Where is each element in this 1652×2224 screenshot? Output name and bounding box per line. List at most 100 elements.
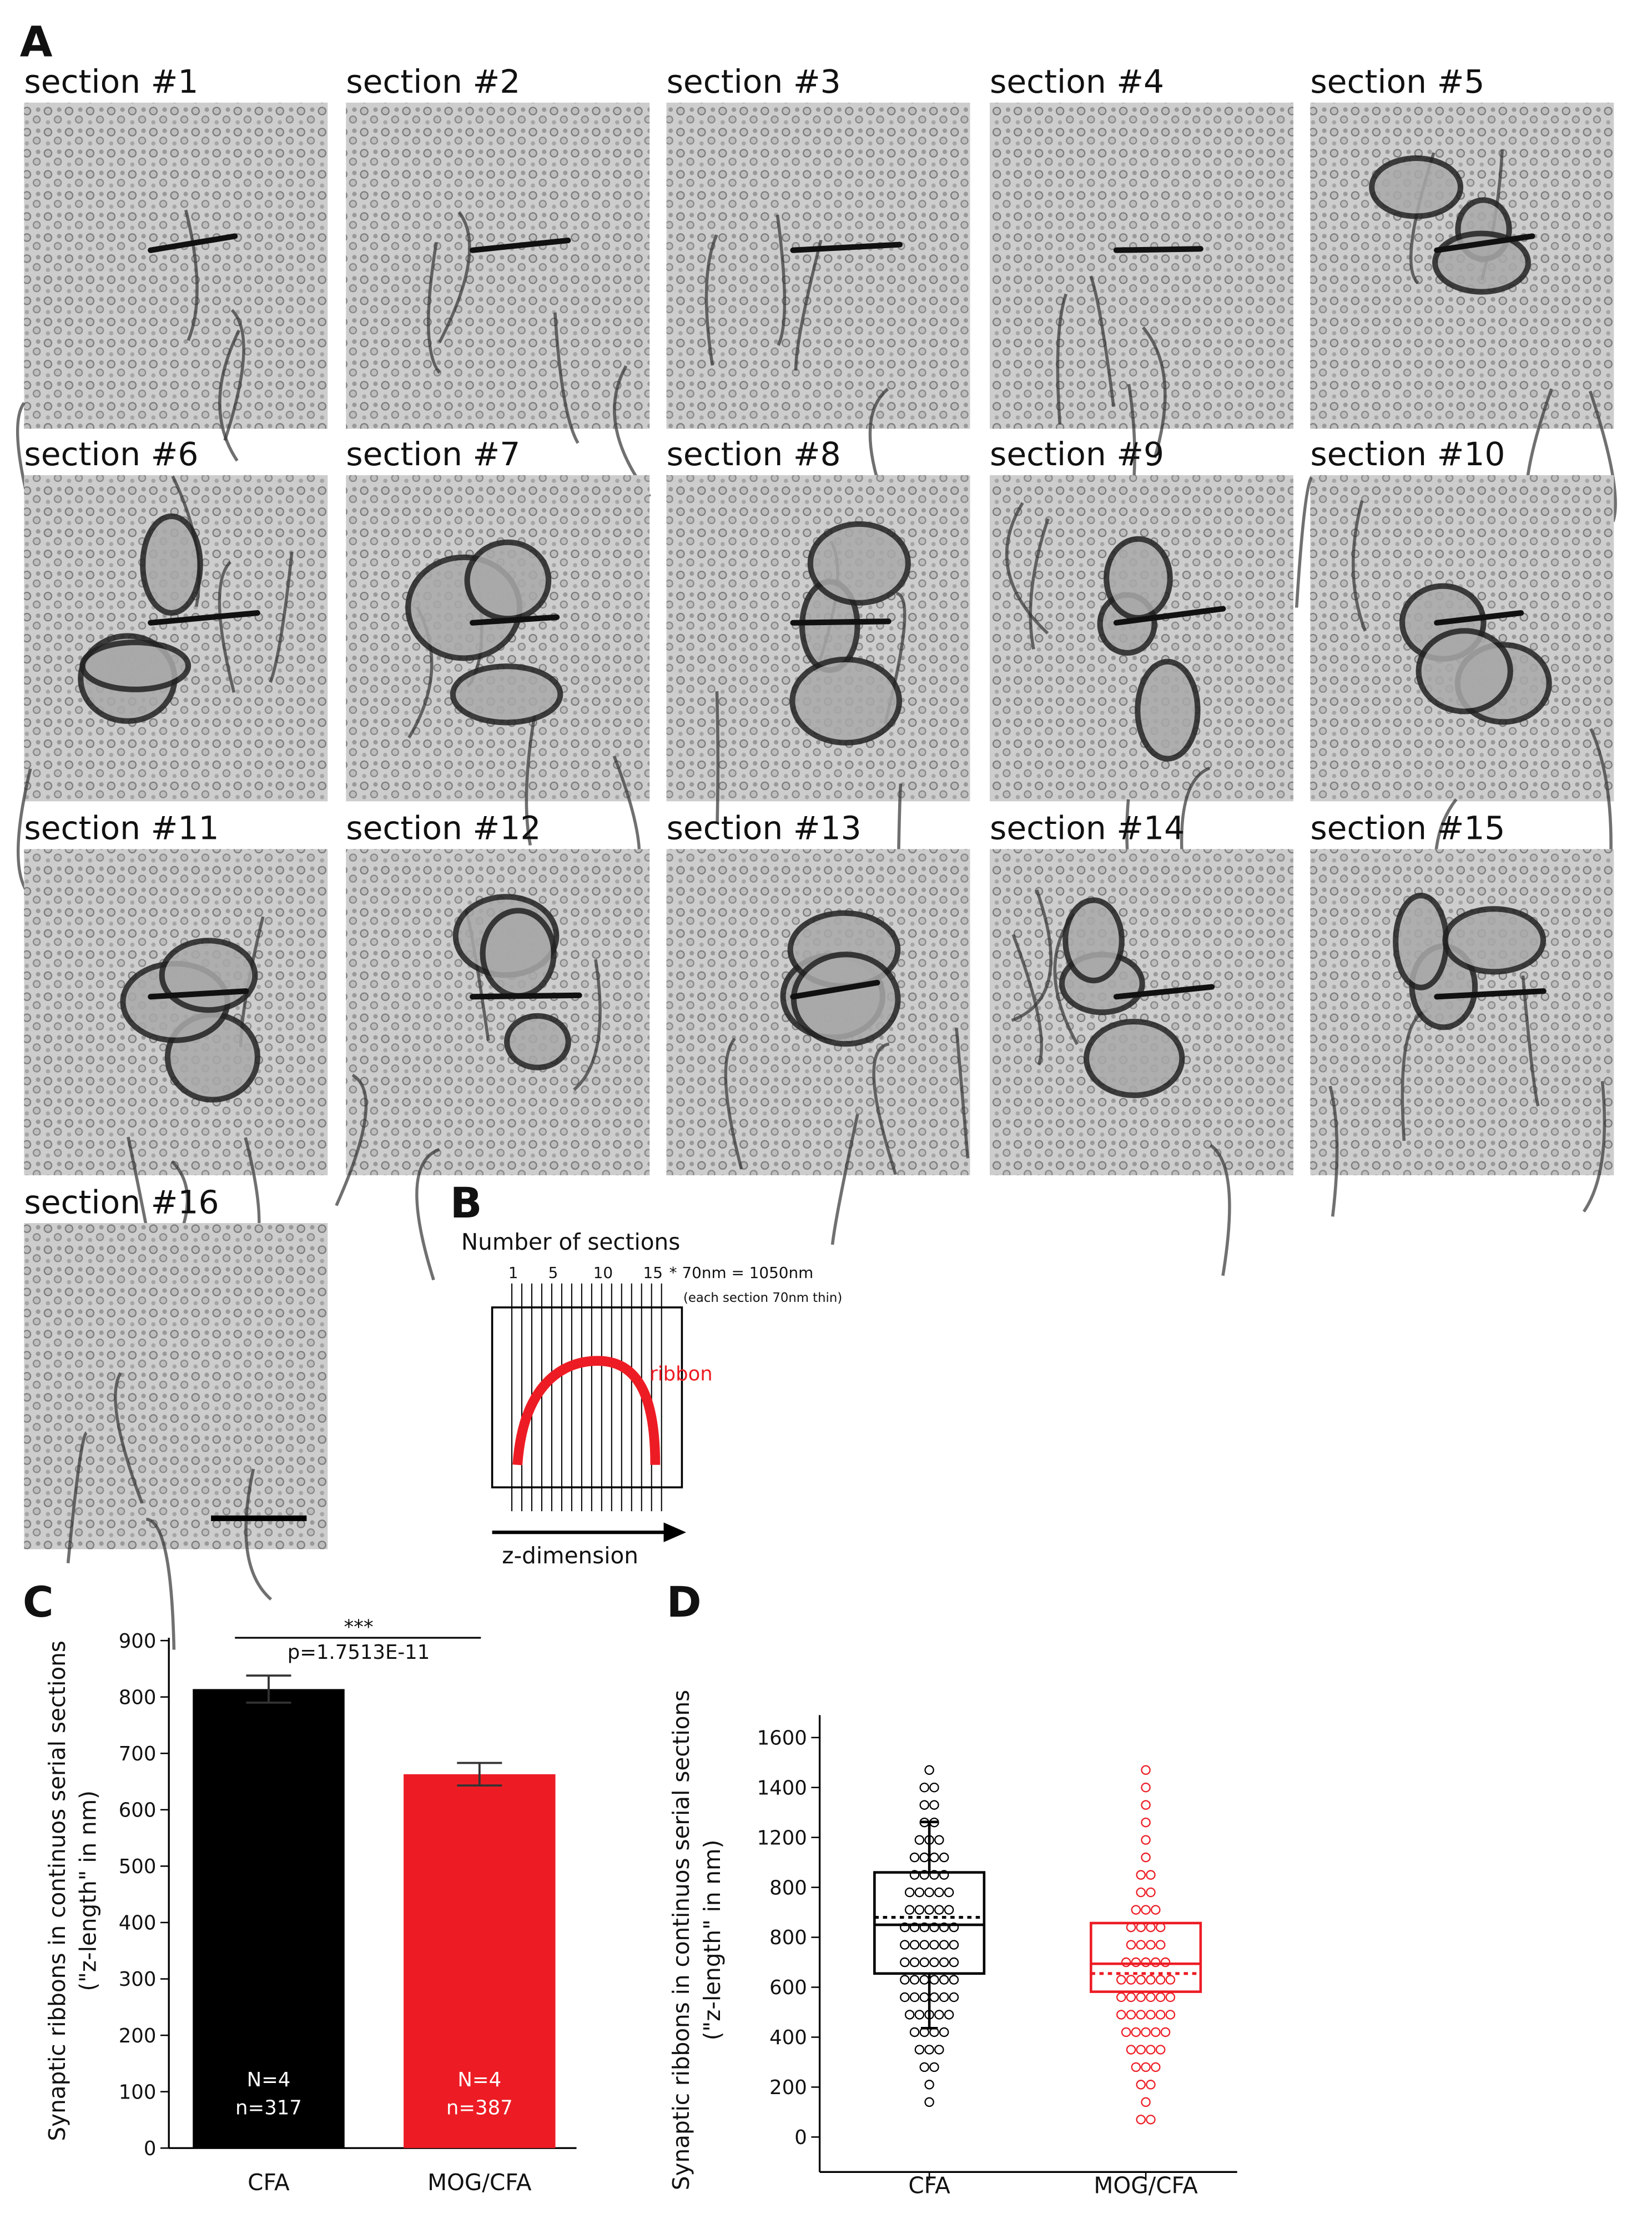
y-tick-label: 600 bbox=[769, 1976, 807, 1999]
data-point bbox=[1146, 1887, 1156, 1898]
vesicle-cluster bbox=[450, 663, 563, 726]
y-axis-label: Synaptic ribbons in continuos serial sec… bbox=[44, 1641, 70, 2141]
membrane bbox=[1011, 934, 1044, 1066]
data-point bbox=[1151, 1957, 1161, 1968]
section-label: section #16 bbox=[24, 1183, 219, 1221]
data-point bbox=[1165, 1975, 1176, 1985]
y-tick-label: 800 bbox=[769, 1926, 807, 1949]
micrograph bbox=[666, 475, 970, 914]
data-point bbox=[1136, 1870, 1146, 1880]
vesicle-cluster bbox=[1104, 536, 1173, 621]
micrograph-bg bbox=[990, 849, 1293, 1175]
section-label: section #10 bbox=[1310, 435, 1505, 473]
data-point bbox=[1146, 2115, 1156, 2125]
data-point bbox=[929, 1992, 939, 2002]
data-point bbox=[934, 2045, 944, 2055]
y-tick-label: 100 bbox=[119, 2081, 157, 2104]
membrane bbox=[145, 1517, 176, 1650]
vesicle-cluster bbox=[1369, 155, 1464, 219]
data-point bbox=[1146, 1992, 1156, 2002]
data-point bbox=[914, 2045, 925, 2055]
ribbon bbox=[1113, 984, 1215, 1000]
data-point bbox=[939, 1975, 949, 1985]
data-point bbox=[939, 1940, 949, 1950]
y-tick-label: 800 bbox=[119, 1686, 157, 1709]
data-point bbox=[900, 1922, 910, 1933]
data-point bbox=[1141, 2062, 1151, 2072]
y-tick-label: 800 bbox=[769, 1876, 807, 1899]
membrane bbox=[244, 1468, 273, 1601]
y-axis-label: ("z-length" in nm) bbox=[699, 1840, 726, 2041]
membrane bbox=[1011, 889, 1052, 1022]
note: (each section 70nm thin) bbox=[683, 1291, 842, 1305]
data-point bbox=[924, 1887, 934, 1898]
membrane bbox=[1056, 293, 1067, 425]
micrograph-bg bbox=[666, 102, 970, 429]
data-point bbox=[904, 2010, 915, 2020]
membrane bbox=[872, 1042, 898, 1175]
data-point bbox=[1146, 2045, 1156, 2055]
data-point bbox=[1151, 1905, 1161, 1915]
data-point bbox=[1141, 1783, 1151, 1793]
bar-label: n=317 bbox=[235, 2096, 302, 2119]
data-point bbox=[914, 1835, 925, 1845]
data-point bbox=[949, 1975, 959, 1985]
x-tick-label: MOG/CFA bbox=[427, 2169, 532, 2196]
data-point bbox=[929, 1800, 939, 1810]
membrane bbox=[525, 715, 536, 846]
data-point bbox=[914, 2010, 925, 2020]
section-number: 5 bbox=[548, 1264, 558, 1282]
data-point bbox=[949, 1940, 959, 1950]
bar bbox=[404, 1774, 556, 2148]
vesicle-cluster bbox=[1084, 1019, 1185, 1098]
data-point bbox=[1131, 1957, 1141, 1968]
data-point bbox=[1136, 1940, 1146, 1950]
section-label: section #2 bbox=[346, 63, 520, 100]
micrograph bbox=[666, 849, 970, 1245]
micrograph bbox=[24, 849, 328, 1293]
membrane bbox=[1328, 1085, 1339, 1217]
formula: * 70nm = 1050nm bbox=[669, 1264, 814, 1282]
micrograph bbox=[335, 849, 650, 1281]
data-point bbox=[1151, 2062, 1161, 2072]
data-point bbox=[944, 1887, 954, 1898]
data-point bbox=[1136, 1975, 1146, 1985]
ribbon-label: ribbon bbox=[649, 1363, 713, 1386]
section-label: section #13 bbox=[667, 809, 862, 847]
micrograph bbox=[1310, 849, 1614, 1217]
micrograph bbox=[990, 102, 1293, 515]
data-point bbox=[1116, 2010, 1126, 2020]
data-point bbox=[929, 1783, 939, 1793]
data-point bbox=[949, 1957, 959, 1968]
data-point bbox=[929, 2062, 939, 2072]
data-point bbox=[1136, 2010, 1146, 2020]
membrane bbox=[704, 234, 718, 366]
data-point bbox=[1126, 2010, 1136, 2020]
data-point bbox=[909, 1940, 920, 1950]
ribbon bbox=[1434, 610, 1524, 626]
y-tick-label: 500 bbox=[119, 1855, 157, 1878]
data-point bbox=[909, 1922, 920, 1933]
data-point bbox=[929, 1975, 939, 1985]
section-label: section #5 bbox=[1310, 63, 1484, 100]
data-point bbox=[929, 1852, 939, 1863]
vesicle-cluster bbox=[480, 908, 557, 999]
data-point bbox=[909, 1957, 920, 1968]
data-point bbox=[934, 1905, 944, 1915]
membrane bbox=[955, 1028, 970, 1159]
data-point bbox=[1146, 1940, 1156, 1950]
membrane bbox=[553, 312, 580, 444]
data-point bbox=[1146, 2010, 1156, 2020]
data-point bbox=[914, 1887, 925, 1898]
data-point bbox=[924, 2080, 934, 2090]
micrograph-bg bbox=[24, 102, 328, 429]
data-point bbox=[1136, 1992, 1146, 2002]
membrane bbox=[1142, 326, 1167, 459]
data-point bbox=[1141, 2027, 1151, 2037]
y-tick-label: 700 bbox=[119, 1743, 157, 1765]
data-point bbox=[929, 1940, 939, 1950]
membrane bbox=[184, 209, 199, 341]
membrane bbox=[114, 1372, 144, 1504]
data-point bbox=[1126, 1940, 1136, 1950]
